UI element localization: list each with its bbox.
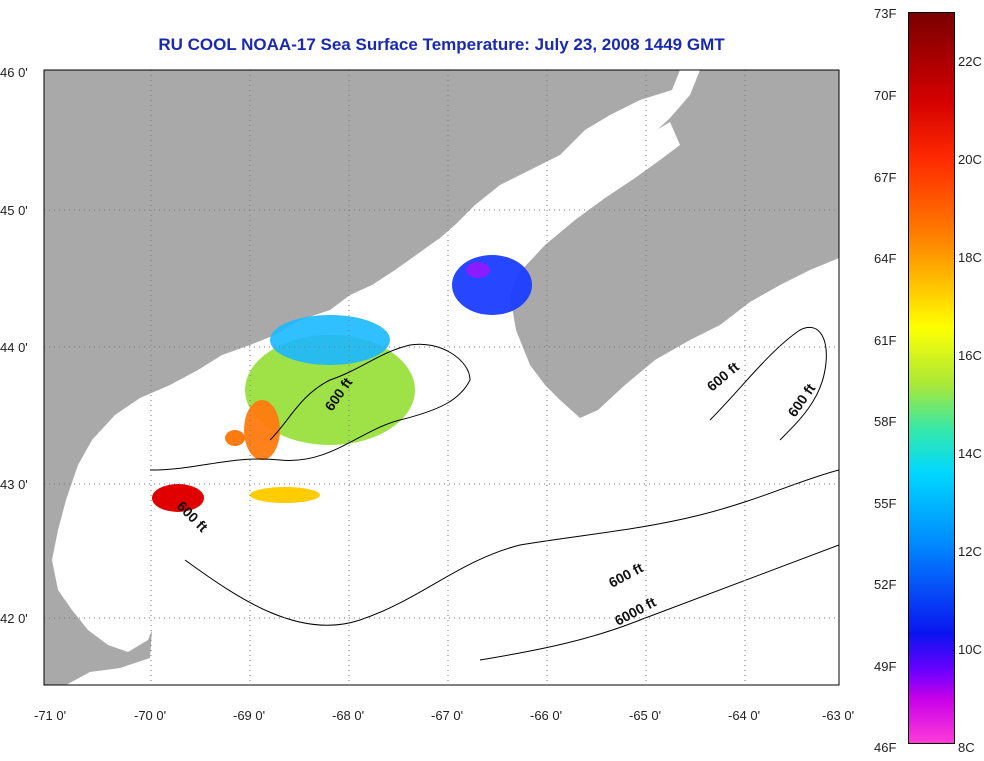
sst-patch-orange	[225, 430, 245, 446]
colorbar-label-c: 20C	[958, 152, 982, 167]
contour-600ft-gulf	[149, 343, 471, 471]
land-nova-scotia	[510, 70, 839, 418]
land-cape-breton	[760, 70, 839, 110]
lon-label: -71 0'	[34, 708, 66, 723]
lon-label: -64 0'	[728, 708, 760, 723]
colorbar-label-c: 12C	[958, 544, 982, 559]
contour-600ft-scotian	[709, 327, 827, 441]
lon-label: -67 0'	[431, 708, 463, 723]
lat-label: 45 0'	[0, 203, 28, 218]
lat-label: 43 0'	[0, 477, 28, 492]
colorbar-label-f: 46F	[874, 740, 897, 755]
sst-patch-fundy-mouth	[452, 255, 532, 315]
colorbar-label-f: 55F	[874, 496, 897, 511]
colorbar-label-f: 64F	[874, 251, 897, 266]
colorbar-label-c: 10C	[958, 642, 982, 657]
colorbar-label-f: 58F	[874, 414, 897, 429]
lon-label: -66 0'	[530, 708, 562, 723]
lon-label: -63 0'	[822, 708, 854, 723]
contour-6000ft	[479, 544, 839, 661]
sst-patch-fundy-cool	[466, 262, 490, 278]
colorbar-label-f: 52F	[874, 577, 897, 592]
chart-title: RU COOL NOAA-17 Sea Surface Temperature:…	[158, 35, 725, 54]
colorbar-label-c: 16C	[958, 348, 982, 363]
lat-label: 42 0'	[0, 611, 28, 626]
colorbar-label-c: 22C	[958, 54, 982, 69]
sst-patch-cape-cod-bay	[152, 484, 204, 512]
lat-label: 46 0'	[0, 65, 28, 80]
lat-label: 44 0'	[0, 340, 28, 355]
colorbar-label-f: 61F	[874, 333, 897, 348]
lon-label: -69 0'	[233, 708, 265, 723]
colorbar-label-f: 73F	[874, 6, 897, 21]
lon-label: -65 0'	[629, 708, 661, 723]
bay-of-fundy	[492, 122, 680, 300]
sst-patch-north	[270, 315, 390, 365]
map-frame	[43, 69, 840, 686]
sst-patch-warm-west	[244, 400, 280, 460]
colorbar-label-f: 67F	[874, 170, 897, 185]
temperature-colorbar	[908, 12, 955, 744]
colorbar-label-f: 70F	[874, 88, 897, 103]
colorbar-label-c: 14C	[958, 446, 982, 461]
colorbar-label-c: 8C	[958, 740, 975, 755]
sst-patch-gulf-of-maine	[245, 335, 415, 445]
sst-patch-warm-south	[250, 487, 320, 503]
colorbar-label-f: 49F	[874, 659, 897, 674]
contour-600ft-shelf	[184, 469, 839, 626]
lon-label: -68 0'	[332, 708, 364, 723]
colorbar-label-c: 18C	[958, 250, 982, 265]
land-mainland	[44, 70, 680, 685]
lon-label: -70 0'	[134, 708, 166, 723]
